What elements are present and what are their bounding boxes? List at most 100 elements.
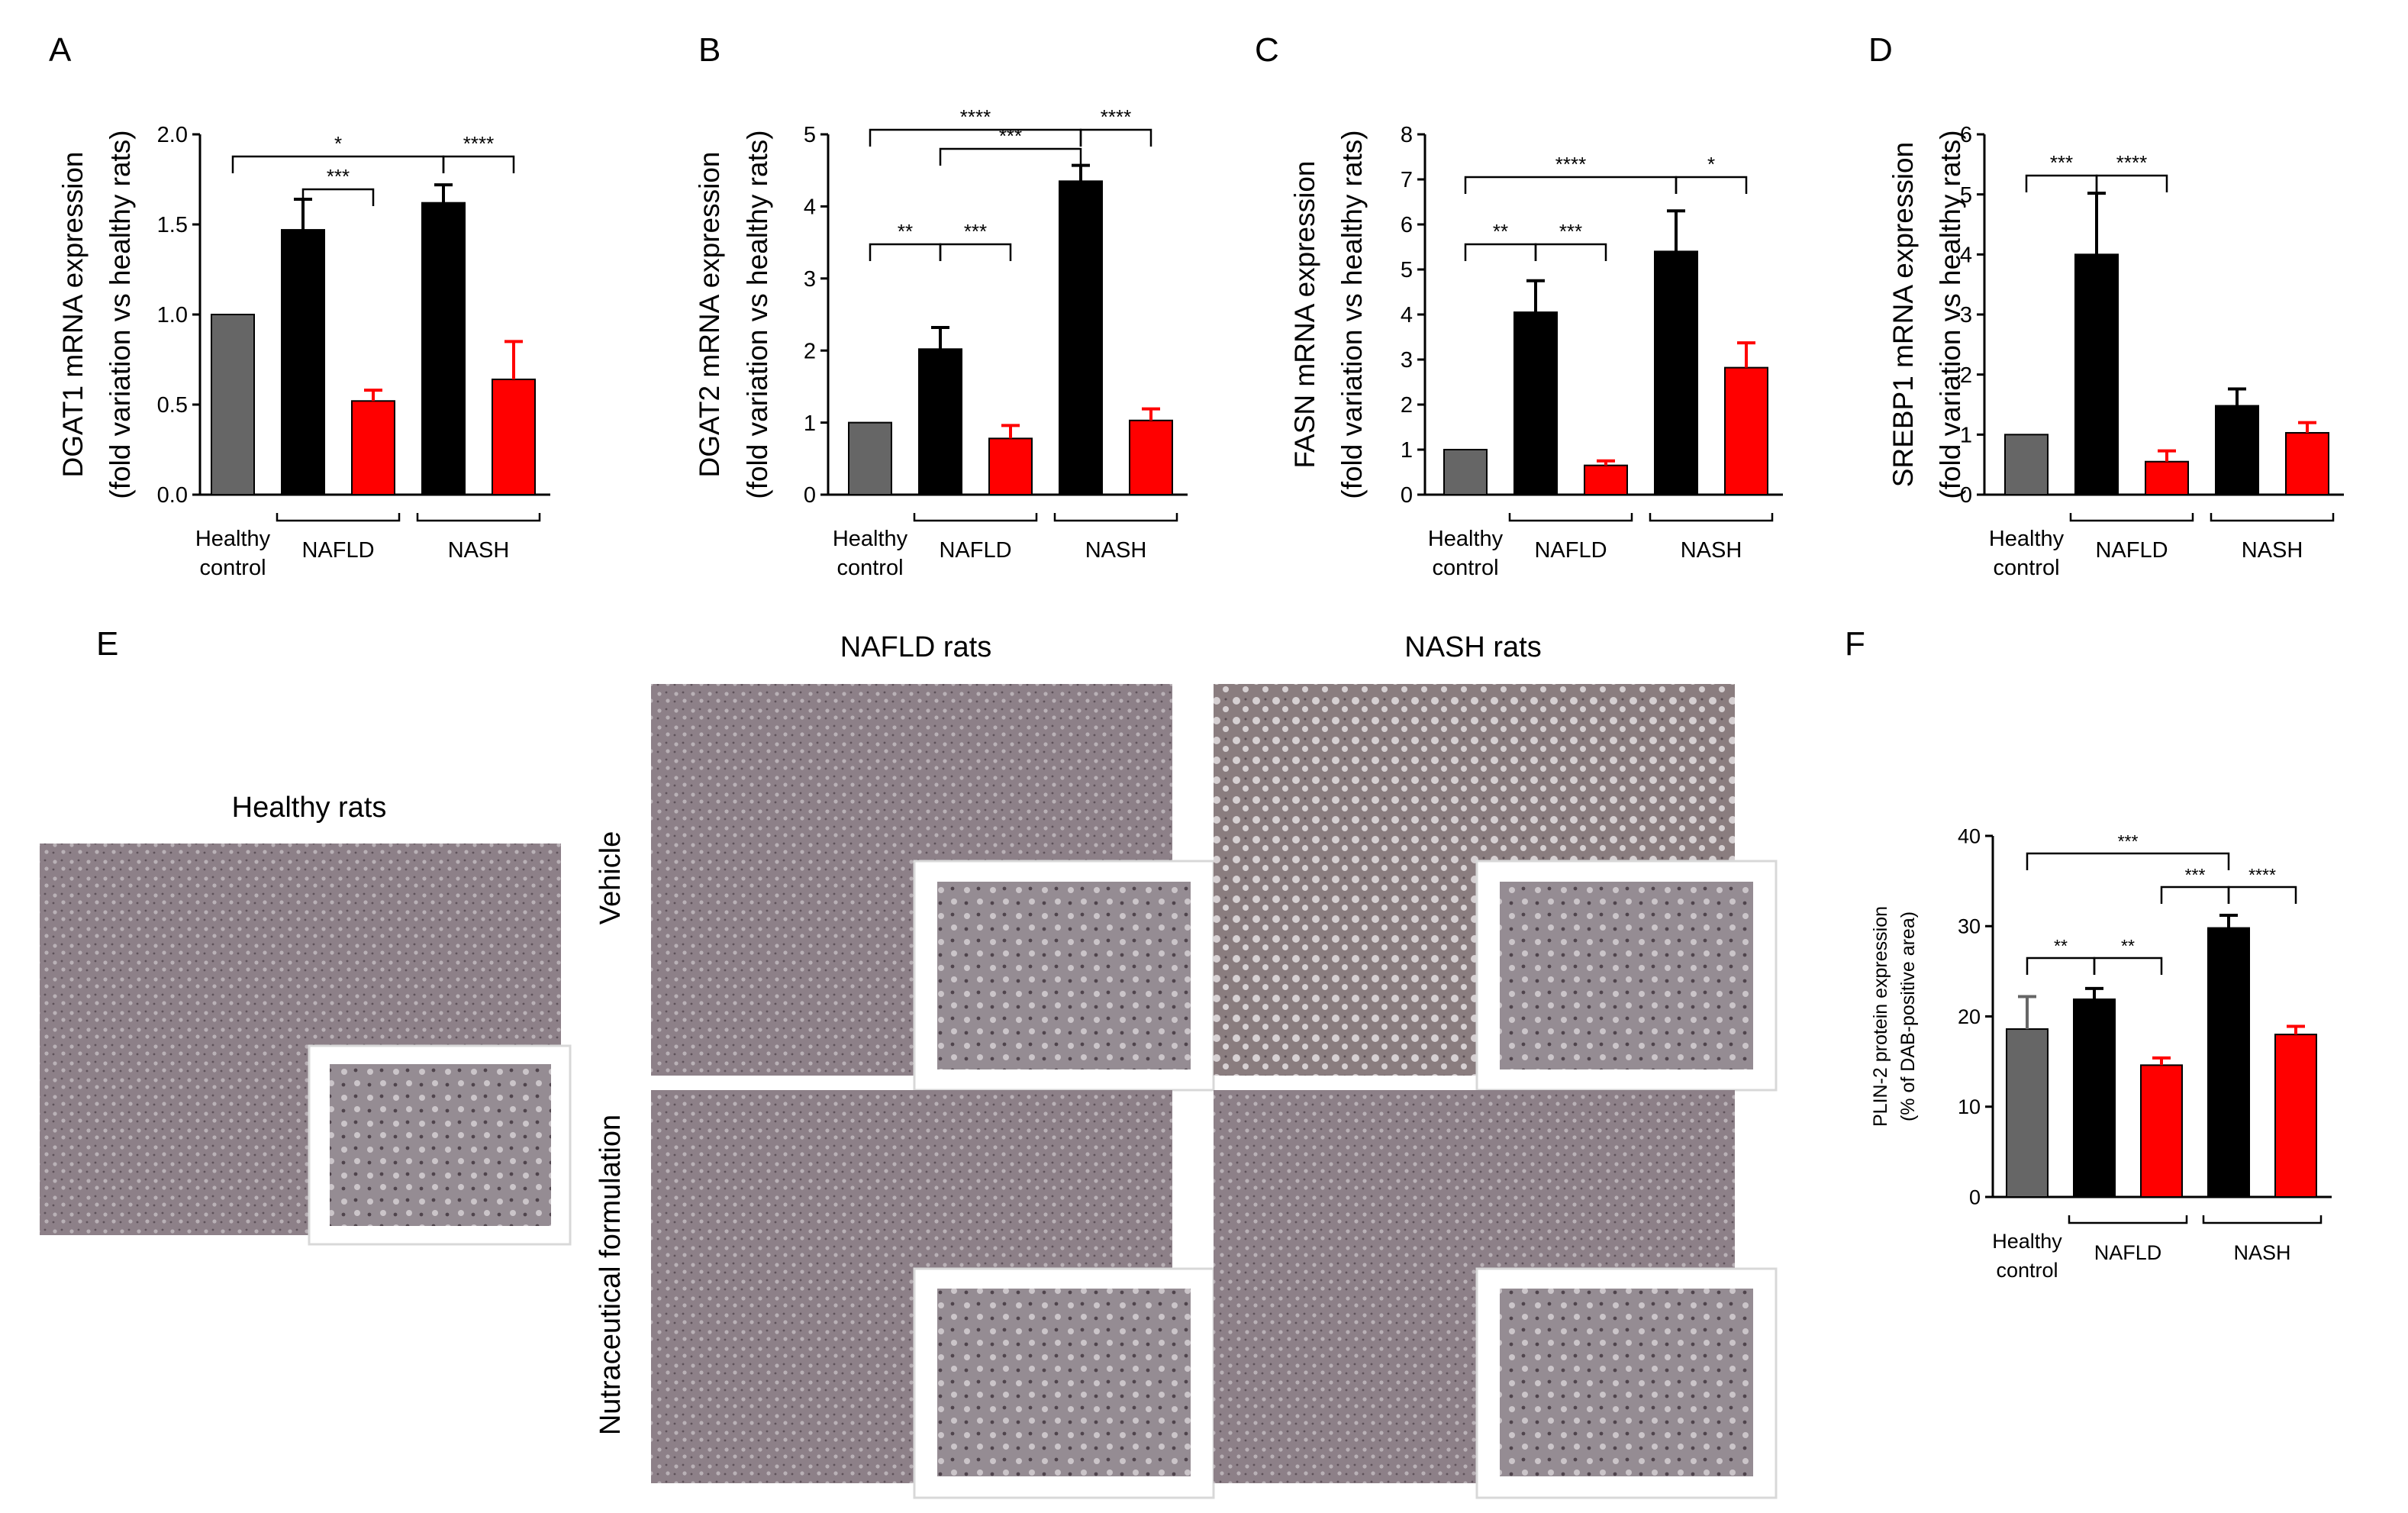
chart-dgat1: 0.0 0.5 1.0 1.5 2.0 DGAT1 mRNA expression (fol… bbox=[57, 123, 550, 580]
bar bbox=[2006, 1028, 2049, 1198]
bar bbox=[421, 202, 466, 495]
group-label-nash: NASH bbox=[448, 538, 510, 563]
bar bbox=[1584, 464, 1628, 496]
y-tick-label: 3 bbox=[804, 267, 816, 292]
panel-letter-a: A bbox=[49, 31, 72, 69]
group-label-healthy-line2: control bbox=[199, 556, 266, 580]
panel-letter-b: B bbox=[698, 31, 720, 69]
micrograph-nash-nutraceutical-inset bbox=[1500, 1289, 1753, 1476]
y-tick-label: 6 bbox=[1401, 213, 1413, 237]
row-label-vehicle: Vehicle bbox=[595, 831, 627, 925]
y-axis-label-line2: (fold variation vs healthy rats) bbox=[742, 130, 773, 498]
group-label-healthy-line2: control bbox=[1432, 556, 1498, 580]
bar bbox=[2074, 253, 2119, 495]
bar bbox=[918, 348, 962, 496]
y-tick-label: 7 bbox=[1401, 168, 1413, 192]
y-tick-label: 2.0 bbox=[157, 123, 188, 147]
group-bracket-nash bbox=[2202, 1215, 2323, 1224]
y-axis-label-line2: (% of DAB-positive area) bbox=[1897, 911, 1919, 1121]
y-tick-label: 2 bbox=[804, 339, 816, 363]
y-axis-label: DGAT1 mRNA expression bbox=[57, 152, 89, 478]
chart-fasn: 0 1 2 3 4 5 6 7 8 FASN mRNA expression (fold varia… bbox=[1289, 123, 1783, 580]
chart-dgat2: 0 1 2 3 4 5 DGAT2 mRNA expression (fold variati… bbox=[694, 105, 1188, 580]
bar bbox=[2004, 434, 2049, 495]
y-tick-label: 3 bbox=[1960, 303, 1972, 327]
group-label-healthy-line2: control bbox=[1996, 1259, 2058, 1282]
significance-label: ** bbox=[898, 220, 913, 243]
y-tick-label: 0 bbox=[804, 483, 816, 508]
panel-letter-f: F bbox=[1845, 625, 1865, 663]
y-tick-label: 10 bbox=[1958, 1095, 1981, 1118]
significance-label: * bbox=[1707, 153, 1715, 176]
bar bbox=[2274, 1034, 2317, 1198]
group-bracket-nafld bbox=[276, 513, 401, 522]
significance-label: **** bbox=[2116, 151, 2147, 174]
significance-bracket bbox=[869, 243, 942, 261]
group-label-nafld: NAFLD bbox=[2094, 1241, 2162, 1264]
significance-label: *** bbox=[327, 165, 350, 188]
group-label-healthy: Healthy bbox=[1992, 1230, 2062, 1253]
significance-bracket bbox=[2093, 957, 2163, 975]
histology-panel: Healthy rats NAFLD rats NASH rats Vehicl… bbox=[40, 631, 1778, 1499]
y-axis-label: FASN mRNA expression bbox=[1289, 160, 1320, 468]
bar bbox=[2145, 460, 2189, 496]
significance-bracket bbox=[442, 155, 515, 173]
group-bracket-nash bbox=[2210, 513, 2335, 522]
group-bracket-nash bbox=[416, 513, 541, 522]
y-tick-label: 3 bbox=[1401, 348, 1413, 373]
significance-bracket bbox=[1464, 176, 1678, 194]
y-axis-label: DGAT2 mRNA expression bbox=[694, 152, 725, 478]
significance-label: **** bbox=[2248, 865, 2276, 885]
bar bbox=[1059, 180, 1103, 496]
significance-bracket bbox=[1464, 243, 1537, 261]
significance-bracket bbox=[1534, 243, 1607, 261]
group-bracket-nafld bbox=[1508, 513, 1633, 522]
group-bracket-nash bbox=[1053, 513, 1178, 522]
bar bbox=[848, 421, 892, 495]
y-axis-label: SREBP1 mRNA expression bbox=[1887, 142, 1919, 487]
bar bbox=[492, 378, 536, 495]
micrograph-nash-vehicle-inset bbox=[1500, 882, 1753, 1069]
significance-label: **** bbox=[960, 105, 991, 128]
y-tick-label: 8 bbox=[1401, 123, 1413, 147]
panel-letter-c: C bbox=[1255, 31, 1279, 69]
bar bbox=[1129, 419, 1173, 496]
bar bbox=[988, 437, 1033, 495]
significance-label: **** bbox=[1101, 105, 1131, 128]
y-axis-label-line2: (fold variation vs healthy rats) bbox=[1935, 130, 1966, 498]
group-label-nash: NASH bbox=[1085, 538, 1147, 563]
significance-label: *** bbox=[2185, 865, 2206, 885]
significance-label: **** bbox=[463, 132, 494, 155]
group-bracket-nafld bbox=[2069, 513, 2194, 522]
significance-label: *** bbox=[2050, 151, 2073, 174]
group-label-healthy: Healthy bbox=[195, 527, 271, 551]
group-label-nafld: NAFLD bbox=[1534, 538, 1607, 563]
significance-label: **** bbox=[1555, 153, 1586, 176]
y-tick-label: 5 bbox=[804, 123, 816, 147]
y-axis-label: PLIN-2 protein expression bbox=[1870, 906, 1891, 1127]
chart-srebp1: 0 1 2 3 4 5 6 SREBP1 mRNA expression (fold varia… bbox=[1887, 123, 2344, 580]
nash-rats-title: NASH rats bbox=[1404, 631, 1541, 663]
y-tick-label: 2 bbox=[1401, 393, 1413, 418]
significance-bracket bbox=[1079, 128, 1152, 147]
bar bbox=[2073, 998, 2116, 1198]
micrograph-nafld-nutraceutical-inset bbox=[937, 1289, 1191, 1476]
y-tick-label: 1 bbox=[804, 411, 816, 436]
y-tick-label: 4 bbox=[1960, 243, 1972, 267]
group-bracket-nash bbox=[1649, 513, 1774, 522]
bar bbox=[1654, 250, 1698, 495]
y-tick-label: 40 bbox=[1958, 824, 1981, 847]
healthy-rats-title: Healthy rats bbox=[232, 792, 387, 824]
y-tick-label: 30 bbox=[1958, 915, 1981, 938]
group-label-nafld: NAFLD bbox=[2095, 538, 2168, 563]
y-axis-label-line2: (fold variation vs healthy rats) bbox=[105, 130, 136, 498]
significance-bracket bbox=[2227, 886, 2297, 904]
significance-bracket bbox=[2026, 852, 2230, 870]
significance-bracket bbox=[2095, 174, 2168, 192]
group-label-healthy: Healthy bbox=[1989, 527, 2065, 551]
group-label-healthy-line2: control bbox=[837, 556, 903, 580]
group-label-nash: NASH bbox=[2242, 538, 2303, 563]
y-tick-label: 4 bbox=[1401, 303, 1413, 327]
y-tick-label: 0.5 bbox=[157, 393, 188, 418]
